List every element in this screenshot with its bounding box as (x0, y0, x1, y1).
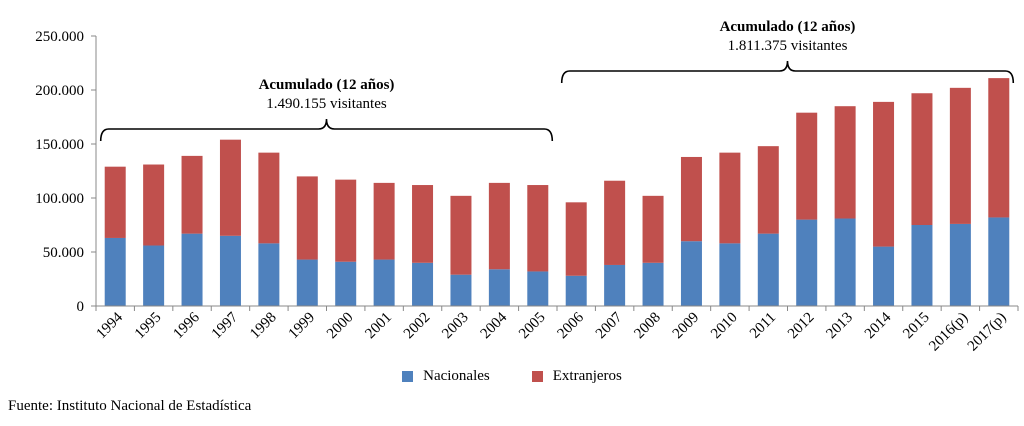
x-tick-label: 2002 (401, 310, 434, 343)
bar-extranjeros (450, 195, 472, 275)
bar-extranjeros (296, 176, 318, 260)
bar-extranjeros (757, 146, 779, 234)
bar-nacionales (988, 217, 1010, 306)
source-note: Fuente: Instituto Nacional de Estadístic… (8, 398, 252, 414)
bar-nacionales (719, 243, 741, 306)
bar-extranjeros (258, 152, 280, 244)
x-tick-label: 1995 (132, 310, 165, 343)
bar-nacionales (680, 241, 702, 306)
legend-swatch-extranjeros (531, 371, 543, 382)
bar-nacionales (335, 261, 357, 306)
bar-extranjeros (604, 180, 626, 265)
bar-extranjeros (834, 106, 856, 219)
y-tick-label: 150.000 (35, 137, 84, 153)
x-tick-label: 2016(p) (926, 310, 971, 355)
bars (104, 78, 1010, 306)
x-tick-label: 1996 (170, 309, 203, 342)
x-tick-label: 2015 (900, 310, 933, 343)
bar-nacionales (488, 269, 510, 306)
x-tick-label: 1999 (286, 310, 319, 343)
bar-extranjeros (219, 139, 241, 236)
y-tick-label: 50.000 (43, 245, 84, 261)
bar-extranjeros (911, 93, 933, 226)
legend-label-extranjeros: Extranjeros (552, 368, 622, 384)
x-tick-label: 2004 (478, 309, 511, 342)
accumulated-brace (560, 60, 1015, 84)
x-tick-label: 1997 (209, 309, 242, 342)
legend-item-extranjeros: Extranjeros (531, 368, 622, 385)
y-axis: 0 50.000 100.000 150.000 200.000 250.000 (35, 29, 97, 315)
accumulated-title: Acumulado (12 años) (720, 19, 856, 35)
bar-extranjeros (143, 164, 165, 246)
x-tick-label: 2007 (593, 309, 626, 342)
x-tick-label: 2009 (670, 310, 703, 343)
accumulated-title: Acumulado (12 años) (259, 77, 395, 93)
stacked-bar-chart: 0 50.000 100.000 150.000 200.000 250.000 1994… (35, 19, 1019, 355)
bar-extranjeros (527, 185, 549, 272)
x-tick-label: 1994 (94, 309, 127, 342)
bar-nacionales (412, 262, 434, 306)
y-tick-label: 100.000 (35, 191, 84, 207)
accumulated-total: 1.811.375 visitantes (728, 38, 848, 54)
x-tick-label: 2000 (324, 310, 357, 343)
x-tick-label: 2010 (708, 310, 741, 343)
bar-nacionales (181, 233, 203, 306)
annotations: Acumulado (12 años) 1.490.155 visitantes A… (99, 19, 1015, 142)
bar-extranjeros (680, 156, 702, 242)
bar-nacionales (873, 246, 895, 306)
bar-extranjeros (642, 195, 664, 263)
bar-extranjeros (949, 87, 971, 224)
y-tick-label: 0 (77, 299, 85, 315)
bar-extranjeros (488, 182, 510, 270)
bar-extranjeros (335, 179, 357, 262)
x-tick-label: 2013 (823, 310, 856, 343)
accumulated-total: 1.490.155 visitantes (266, 96, 387, 112)
bar-extranjeros (565, 202, 587, 276)
bar-nacionales (796, 219, 818, 306)
legend-swatch-nacionales (402, 371, 414, 382)
bar-nacionales (604, 264, 626, 306)
bar-nacionales (296, 259, 318, 306)
bar-nacionales (143, 245, 165, 306)
x-tick-label: 2017(p) (965, 310, 1010, 355)
x-tick-label: 2011 (747, 310, 779, 342)
bar-nacionales (104, 237, 126, 306)
x-tick-label: 2014 (862, 309, 895, 342)
y-tick-label: 250.000 (35, 29, 84, 45)
bar-nacionales (258, 243, 280, 306)
x-axis: 1994 1995 1996 1997 1998 1999 2000 2001 2002 2003… (94, 305, 1019, 355)
x-tick-label: 2006 (555, 309, 588, 342)
bar-nacionales (450, 274, 472, 306)
legend-label-nacionales: Nacionales (423, 368, 490, 384)
legend-item-nacionales: Nacionales (402, 368, 490, 385)
bar-extranjeros (104, 166, 126, 238)
bar-nacionales (642, 262, 664, 306)
x-tick-label: 2008 (631, 310, 664, 343)
bar-nacionales (527, 271, 549, 306)
bar-nacionales (949, 223, 971, 306)
bar-nacionales (373, 259, 395, 306)
bar-extranjeros (181, 155, 203, 234)
x-tick-label: 2005 (516, 310, 549, 343)
bar-nacionales (911, 225, 933, 306)
x-tick-label: 1998 (247, 310, 280, 343)
bar-extranjeros (373, 182, 395, 260)
y-tick-label: 200.000 (35, 83, 84, 99)
bar-nacionales (219, 235, 241, 306)
x-tick-label: 2012 (785, 310, 818, 343)
bar-extranjeros (796, 112, 818, 220)
x-tick-label: 2003 (439, 310, 472, 343)
x-tick-label: 2001 (362, 310, 395, 343)
bar-nacionales (565, 275, 587, 306)
legend: Nacionales Extranjeros (0, 368, 1024, 385)
bar-nacionales (757, 233, 779, 306)
bar-extranjeros (873, 101, 895, 247)
accumulated-brace (99, 118, 554, 142)
bar-extranjeros (719, 152, 741, 244)
bar-extranjeros (412, 185, 434, 263)
bar-extranjeros (988, 78, 1010, 218)
bar-nacionales (834, 218, 856, 306)
